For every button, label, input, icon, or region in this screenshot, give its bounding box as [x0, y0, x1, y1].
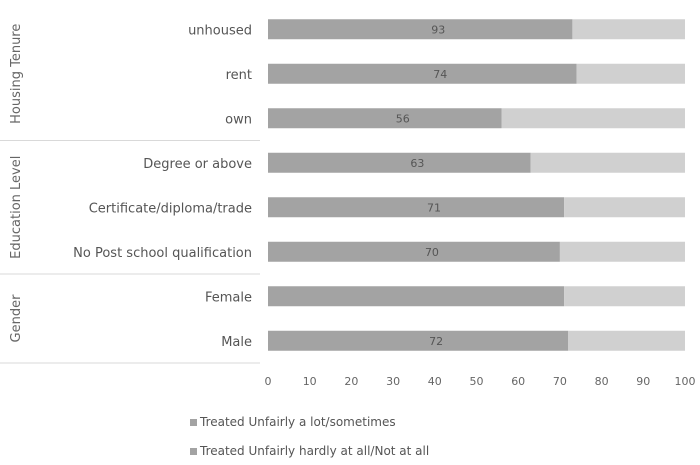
bar-1-1: [268, 19, 573, 40]
bar-2-1: [572, 19, 685, 40]
bar-1-5: [268, 197, 565, 218]
x-tick-label-5: 40: [428, 375, 442, 388]
data-label-5: 71: [427, 201, 441, 214]
legend-label-1: Treated Unfairly a lot/sometimes: [200, 415, 396, 429]
group-label-2: Education Level: [9, 156, 24, 259]
category-label-7: Female: [205, 290, 252, 305]
group-label-3: Gender: [9, 294, 24, 343]
bar-1-4: [268, 152, 531, 173]
group-label-1: Housing Tenure: [9, 24, 24, 124]
category-label-6: No Post school qualification: [73, 246, 252, 261]
legend-swatch-2: [190, 448, 197, 455]
x-tick-label-1: 0: [265, 375, 272, 388]
category-label-4: Degree or above: [143, 157, 252, 172]
category-label-3: own: [225, 112, 252, 127]
legend-item-2: Treated Unfairly hardly at all/Not at al…: [190, 444, 429, 458]
x-tick-label-6: 50: [470, 375, 484, 388]
x-tick-label-7: 60: [511, 375, 525, 388]
stacked-bar-chart: 93 unhoused 74 rent 56 own 63 Degree or above 71…: [0, 19, 696, 388]
category-label-5: Certificate/diploma/trade: [89, 201, 252, 216]
data-label-3: 56: [396, 112, 410, 125]
x-tick-label-11: 100: [675, 375, 696, 388]
data-label-1: 93: [431, 23, 445, 36]
category-label-8: Male: [221, 335, 252, 350]
bar-1-2: [268, 63, 577, 84]
legend-label-2: Treated Unfairly hardly at all/Not at al…: [200, 444, 430, 458]
legend-swatch-1: [190, 419, 197, 426]
bar-2-6: [559, 241, 685, 262]
bar-2-8: [568, 330, 685, 351]
x-tick-label-4: 30: [386, 375, 400, 388]
bar-2-5: [564, 197, 685, 218]
category-label-1: unhoused: [188, 23, 252, 38]
x-tick-label-8: 70: [553, 375, 567, 388]
data-label-2: 74: [433, 68, 447, 81]
data-label-4: 63: [410, 157, 424, 170]
data-label-8: 72: [429, 335, 443, 348]
bar-2-7: [564, 286, 685, 307]
x-tick-label-3: 20: [344, 375, 358, 388]
bar-1-3: [268, 108, 502, 129]
legend-item-1: Treated Unfairly a lot/sometimes: [190, 415, 396, 429]
bar-1-6: [268, 241, 560, 262]
bar-1-8: [268, 330, 569, 351]
x-tick-label-9: 80: [595, 375, 609, 388]
category-label-2: rent: [226, 68, 252, 83]
bar-2-2: [576, 63, 685, 84]
x-tick-label-10: 90: [636, 375, 650, 388]
x-tick-label-2: 10: [303, 375, 317, 388]
data-label-6: 70: [425, 246, 439, 259]
bar-2-3: [501, 108, 685, 129]
bar-2-4: [530, 152, 685, 173]
bar-1-7: [268, 286, 565, 307]
